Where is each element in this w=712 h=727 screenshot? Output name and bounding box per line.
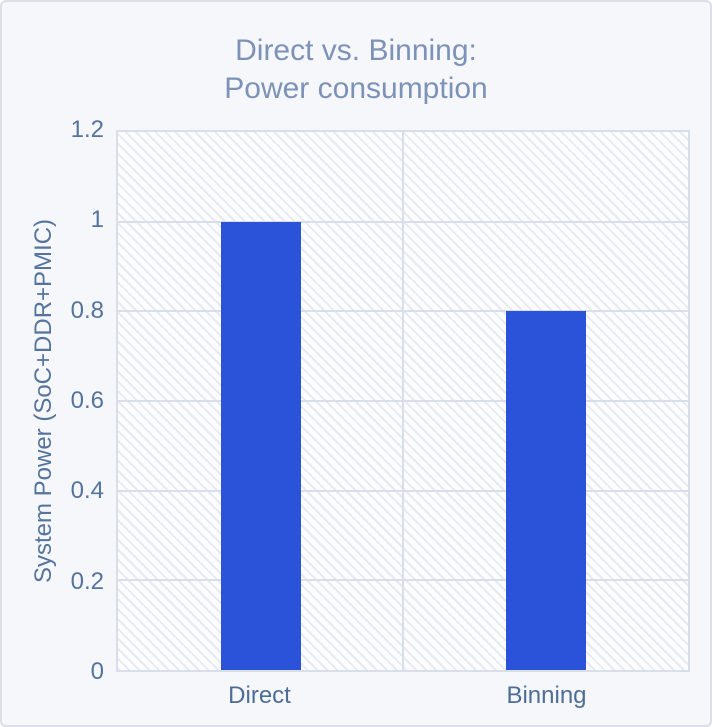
bar-slot-direct bbox=[118, 132, 403, 670]
y-tick-label: 1 bbox=[90, 206, 104, 234]
chart-title-line-1: Direct vs. Binning: bbox=[235, 34, 477, 67]
y-tick-label: 0.8 bbox=[70, 296, 104, 324]
x-axis-labels: Direct Binning bbox=[116, 682, 690, 716]
y-tick-label: 0.4 bbox=[70, 477, 104, 505]
y-tick-label: 0 bbox=[90, 658, 104, 685]
y-tick-label: 0.2 bbox=[70, 567, 104, 595]
bar-binning[interactable] bbox=[505, 311, 586, 670]
bar-direct[interactable] bbox=[220, 221, 301, 670]
x-category-label: Direct bbox=[228, 682, 291, 709]
gridline-vertical bbox=[402, 132, 404, 670]
y-tick-label: 0.6 bbox=[70, 387, 104, 414]
y-axis-ticks: 0 0.2 0.4 0.6 0.8 1 1.2 bbox=[2, 116, 104, 685]
chart-title-line-2: Power consumption bbox=[224, 72, 488, 105]
y-tick-label: 1.2 bbox=[70, 116, 104, 143]
x-category-label: Binning bbox=[506, 682, 587, 709]
chart-title: Direct vs. Binning: Power consumption bbox=[2, 32, 710, 108]
plot-area bbox=[116, 130, 690, 672]
bar-slot-binning bbox=[403, 132, 688, 670]
